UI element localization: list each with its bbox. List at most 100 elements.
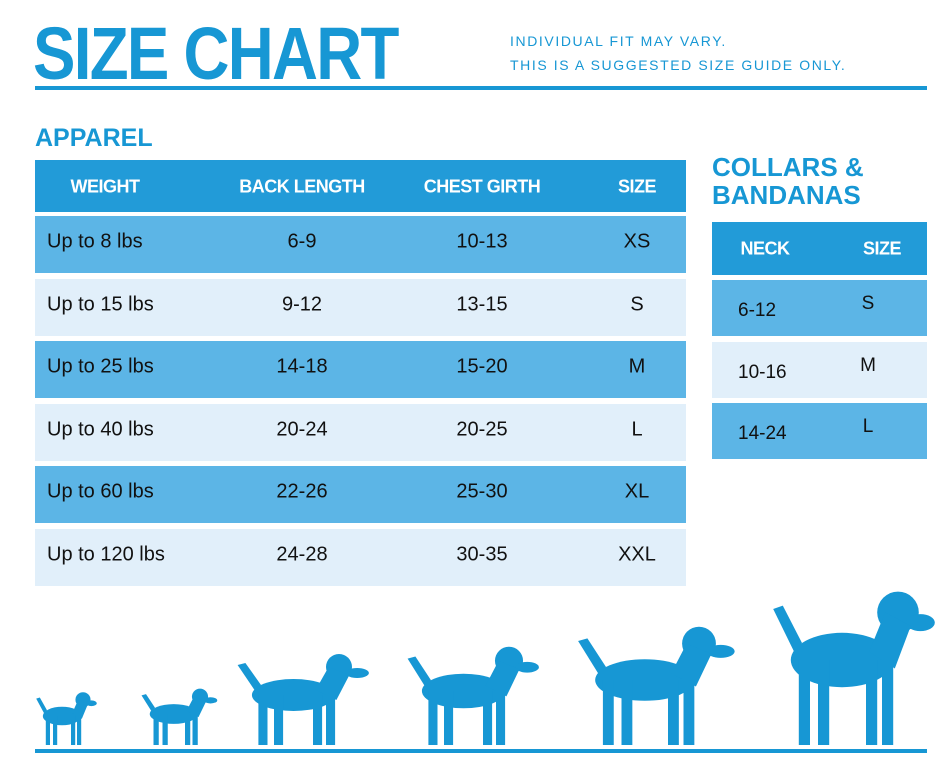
table-cell: 6-9 bbox=[287, 230, 317, 253]
table-row bbox=[35, 341, 686, 398]
dog-part bbox=[866, 660, 878, 745]
dog-part bbox=[798, 660, 810, 745]
dog-part bbox=[53, 716, 58, 745]
dog-part bbox=[185, 714, 191, 745]
note: INDIVIDUAL FIT MAY VARY. bbox=[510, 33, 727, 49]
table-cell: 20-25 bbox=[456, 418, 508, 440]
section-title: BANDANAS bbox=[712, 180, 861, 210]
dog-part bbox=[313, 695, 323, 745]
table-cell: 25-30 bbox=[456, 480, 508, 503]
dog-part bbox=[326, 695, 336, 745]
section-title: APPAREL bbox=[35, 124, 153, 152]
dog-part bbox=[485, 660, 520, 697]
dog-part bbox=[237, 663, 261, 690]
dog-part bbox=[621, 680, 633, 745]
dog-part bbox=[602, 680, 614, 745]
table-cell: 30-35 bbox=[456, 543, 508, 565]
dog-part bbox=[162, 714, 168, 745]
table-cell: L bbox=[631, 418, 643, 440]
dog-part bbox=[773, 605, 802, 652]
table-cell: 10-13 bbox=[456, 230, 508, 253]
table-cell: S bbox=[630, 293, 644, 315]
table-cell: M bbox=[628, 355, 646, 378]
table-row bbox=[35, 528, 686, 586]
dog-part bbox=[258, 695, 268, 745]
column-header: CHEST GIRTH bbox=[423, 176, 541, 197]
dog-part bbox=[668, 680, 679, 745]
section-title: COLLARS & bbox=[712, 152, 864, 182]
rule bbox=[35, 86, 927, 90]
dog-part bbox=[77, 716, 82, 745]
dog-part bbox=[345, 668, 369, 678]
dog-part bbox=[186, 696, 206, 718]
title: SIZE CHART bbox=[33, 12, 399, 95]
dog-silhouettes bbox=[36, 591, 935, 745]
table-cell: 9-12 bbox=[281, 293, 323, 315]
table-cell: S bbox=[861, 293, 875, 314]
table-cell: Up to 120 lbs bbox=[47, 543, 165, 565]
column-header: SIZE bbox=[617, 176, 657, 197]
table-row bbox=[35, 278, 686, 336]
dog-part bbox=[86, 700, 97, 707]
rule bbox=[35, 749, 927, 753]
header-row bbox=[35, 160, 686, 212]
table-row bbox=[35, 466, 686, 523]
table-cell: Up to 40 lbs bbox=[47, 418, 154, 440]
dog-part bbox=[203, 697, 218, 704]
dog-part bbox=[671, 643, 712, 687]
table-cell: XS bbox=[623, 230, 651, 253]
table-cell: 13-15 bbox=[456, 293, 508, 315]
dog-part bbox=[683, 680, 695, 745]
table-cell: Up to 25 lbs bbox=[47, 355, 154, 378]
table-cell: Up to 15 lbs bbox=[47, 293, 154, 315]
dog-part bbox=[515, 661, 539, 673]
dog-part bbox=[407, 656, 431, 686]
table-cell: Up to 8 lbs bbox=[47, 230, 143, 253]
table-cell: 14-24 bbox=[738, 423, 787, 444]
dog-part bbox=[274, 695, 284, 745]
dog-part bbox=[869, 612, 911, 669]
dog-part bbox=[428, 691, 438, 745]
table-cell: 6-12 bbox=[738, 300, 777, 321]
dog-part bbox=[496, 691, 506, 745]
column-header: SIZE bbox=[862, 238, 902, 259]
dog-part bbox=[706, 644, 735, 658]
table-row bbox=[35, 403, 686, 461]
header-row bbox=[712, 222, 927, 275]
dog-part bbox=[444, 691, 454, 745]
table-cell: 20-24 bbox=[276, 418, 328, 440]
dog-part bbox=[315, 667, 350, 700]
note: THIS IS A SUGGESTED SIZE GUIDE ONLY. bbox=[510, 57, 847, 73]
table-cell: 22-26 bbox=[276, 480, 328, 503]
table-cell: 15-20 bbox=[456, 355, 508, 378]
table-row bbox=[712, 280, 927, 336]
column-header: NECK bbox=[740, 238, 790, 259]
dog-part bbox=[483, 691, 493, 745]
table-cell: 10-16 bbox=[738, 361, 787, 383]
table-cell: 14-18 bbox=[276, 355, 328, 378]
dog-part bbox=[141, 694, 155, 711]
dog-part bbox=[153, 714, 159, 745]
dog-part bbox=[45, 716, 50, 745]
table-cell: L bbox=[862, 416, 874, 437]
table-row bbox=[35, 216, 686, 273]
dog-part bbox=[578, 638, 606, 674]
dog-part bbox=[818, 660, 830, 745]
dog-part bbox=[882, 660, 894, 745]
table-cell: M bbox=[860, 354, 876, 376]
dog-part bbox=[906, 614, 935, 632]
table-cell: 24-28 bbox=[276, 543, 328, 565]
column-header: WEIGHT bbox=[70, 176, 141, 197]
column-header: BACK LENGTH bbox=[239, 176, 365, 197]
dog-part bbox=[192, 714, 198, 745]
dog-part bbox=[72, 699, 88, 719]
dog-part bbox=[36, 697, 47, 714]
dog-part bbox=[71, 716, 76, 745]
table-row bbox=[712, 403, 927, 459]
table-cell: XL bbox=[624, 480, 650, 503]
table-row bbox=[712, 341, 927, 398]
table-cell: Up to 60 lbs bbox=[47, 480, 154, 503]
table-cell: XXL bbox=[618, 543, 656, 565]
